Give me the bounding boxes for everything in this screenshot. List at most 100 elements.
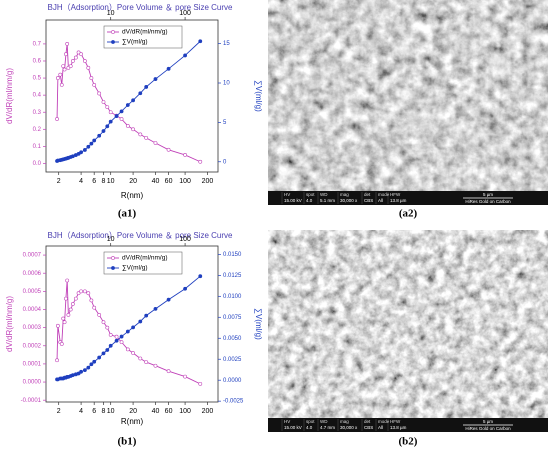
data-point [119,109,124,114]
y2-tick-label: 0.0050 [223,336,242,342]
y-axis-label: dV/dR(ml/nm/g) [5,68,14,124]
data-point [89,298,94,303]
data-point [144,360,149,364]
data-point [79,289,83,294]
data-point [76,50,81,55]
series-line [56,43,201,163]
data-point [79,369,83,374]
data-point [183,374,187,379]
sem-image [268,230,548,432]
data-point [153,141,158,145]
info-label: spot [306,192,315,197]
data-point [86,144,91,149]
data-point [153,307,158,311]
data-point [89,141,94,146]
data-point [105,124,110,129]
data-point [92,82,97,87]
y-tick-label: 0.0006 [23,271,42,277]
legend-box [103,251,183,275]
x2-tick-label: 100 [179,236,191,243]
y-tick-label: 0.0 [33,161,42,167]
y-tick-label: 0.0002 [23,343,42,349]
data-point [86,291,91,296]
data-point [65,42,70,46]
legend-marker [111,30,115,34]
data-point [86,65,91,70]
x2-tick-label: 100 [179,10,191,17]
x-tick-label: 6 [92,178,96,185]
x-axis-label: R(nm) [121,417,144,426]
info-label: HV [284,419,290,424]
data-point [138,132,143,137]
info-value: 4.0 [306,198,313,203]
data-point [183,153,187,157]
data-point [183,286,187,291]
data-point [166,369,171,374]
legend-label: dV/dR(ml/nm/g) [122,255,168,262]
data-point [101,129,106,133]
y2-tick-label: 0.0075 [223,315,242,321]
y2-tick-label: 5 [223,120,227,126]
data-point [97,355,102,360]
data-point [55,117,59,121]
data-point [73,55,78,60]
info-note: HiRes Gold on Carbon [465,426,511,431]
info-value: 4.7 mm [320,425,335,430]
y-tick-label: 0.0001 [23,361,42,367]
data-point [105,325,110,330]
data-point [131,127,135,132]
data-point [70,59,75,63]
info-value: CBS [364,198,373,203]
data-point [59,342,64,346]
x-tick-label: 100 [179,408,191,415]
data-point [144,85,149,89]
sem-image [268,0,548,205]
data-point [138,319,143,324]
data-point [92,138,97,143]
panel-caption: (b1) [118,436,137,448]
data-point [66,313,71,317]
data-point [131,98,135,103]
data-point [114,338,119,343]
data-point [114,334,119,339]
data-point [61,64,66,69]
y-tick-label: 0.7 [33,41,42,47]
x-tick-label: 40 [152,178,160,185]
y2-tick-label: 0.0125 [223,273,242,279]
data-point [79,150,83,155]
data-point [76,371,81,376]
x-tick-label: 8 [102,178,106,185]
data-point [62,67,67,72]
data-point [73,296,78,301]
y-tick-label: 0.0003 [23,325,42,331]
y-tick-label: 0.1 [33,144,42,150]
info-value: 30,000 x [340,425,358,430]
data-point [138,356,143,361]
legend-box [103,25,183,49]
info-value: 5.1 mm [320,198,335,203]
data-point [55,358,59,363]
data-point [119,340,124,345]
data-point [108,119,113,124]
x-tick-label: 10 [107,178,115,185]
data-point [198,381,203,386]
x-tick-label: 4 [79,408,83,415]
legend-marker [111,266,115,270]
data-point [166,297,171,302]
y-tick-label: 0.0005 [23,289,42,295]
info-label: WD [320,192,328,197]
info-value: All [378,198,383,203]
y-tick-label: 0.2 [33,127,42,133]
y-tick-label: 0.0000 [23,380,42,386]
scale-label: 5 µm [483,419,493,424]
info-label: HV [284,192,290,197]
info-value: 30,000 x [340,198,358,203]
y-tick-label: 0.0007 [23,253,42,259]
info-value: 15.00 kV [284,425,302,430]
y-axis-label: dV/dR(ml/nm/g) [5,296,14,352]
data-point [76,291,81,296]
data-point [144,313,149,318]
plot-frame [45,19,219,173]
legend-label: dV/dR(ml/nm/g) [122,29,168,36]
data-point [198,39,203,44]
